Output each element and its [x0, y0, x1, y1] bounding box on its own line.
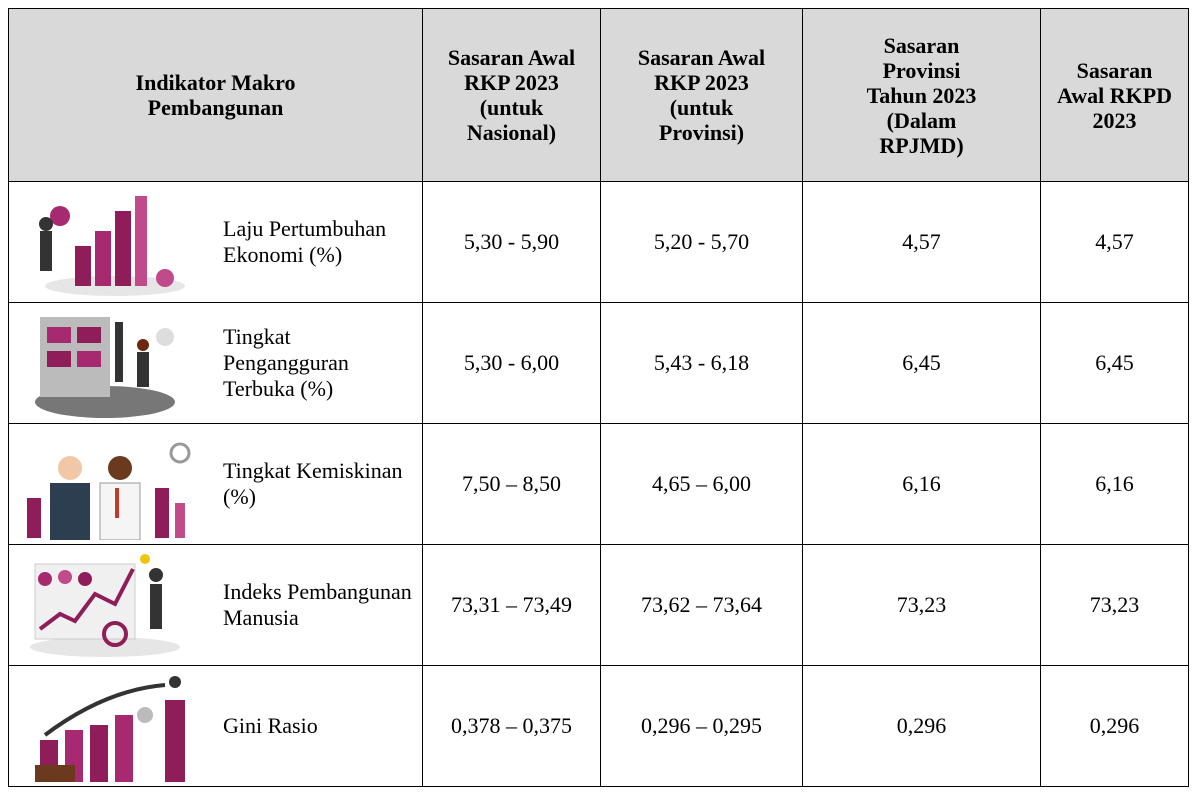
cell: 6,45	[803, 303, 1041, 424]
cell: 73,23	[1041, 545, 1189, 666]
row: Tingkat Kemiskinan (%) 7,50 – 8,50 4,65 …	[9, 424, 1189, 545]
cell: 0,296 – 0,295	[601, 666, 803, 787]
header-row: Indikator Makro Pembangunan Sasaran Awal…	[9, 9, 1189, 182]
cell: 73,62 – 73,64	[601, 545, 803, 666]
header-text: Sasaran Provinsi Tahun 2023 (Dalam RPJMD…	[857, 33, 987, 158]
illustration	[15, 549, 215, 661]
cell-text: 7,50 – 8,50	[462, 471, 561, 496]
row: Tingkat Pengangguran Terbuka (%) 5,30 - …	[9, 303, 1189, 424]
cell-text: 5,43 - 6,18	[654, 350, 749, 375]
header-cell: Indikator Makro Pembangunan	[9, 9, 423, 182]
cell: 5,30 - 6,00	[423, 303, 601, 424]
cell-text: 4,57	[1095, 229, 1134, 254]
cell: 6,16	[803, 424, 1041, 545]
cell-text: 0,378 – 0,375	[451, 713, 572, 738]
cell-text: 73,31 – 73,49	[451, 592, 572, 617]
indicator-name: Laju Pertumbuhan Ekonomi (%)	[223, 216, 413, 268]
indicator-name: Tingkat Kemiskinan (%)	[223, 458, 413, 510]
illustration	[15, 186, 215, 298]
header-cell: Sasaran Awal RKPD 2023	[1041, 9, 1189, 182]
indicator-table: Indikator Makro Pembangunan Sasaran Awal…	[8, 8, 1189, 787]
cell-text: 0,296 – 0,295	[641, 713, 762, 738]
cell-text: 5,30 - 5,90	[464, 229, 559, 254]
cell: 5,20 - 5,70	[601, 182, 803, 303]
cell: 4,57	[1041, 182, 1189, 303]
cell-text: 73,62 – 73,64	[641, 592, 762, 617]
illustration	[15, 670, 215, 782]
cell: 6,16	[1041, 424, 1189, 545]
cell-text: 73,23	[897, 592, 947, 617]
cell: 0,378 – 0,375	[423, 666, 601, 787]
cell-text: 6,45	[1095, 350, 1134, 375]
cell-text: 0,296	[1090, 713, 1140, 738]
indicator-cell: Gini Rasio	[9, 666, 423, 787]
cell: 5,43 - 6,18	[601, 303, 803, 424]
cell-text: 4,65 – 6,00	[652, 471, 751, 496]
indicator-name: Indeks Pembangunan Manusia	[223, 579, 413, 631]
cell-text: 6,16	[902, 471, 941, 496]
cell: 0,296	[803, 666, 1041, 787]
header-text: Sasaran Awal RKPD 2023	[1055, 58, 1175, 133]
page: Indikator Makro Pembangunan {"table": { …	[0, 0, 1192, 799]
cell: 6,45	[1041, 303, 1189, 424]
row: Laju Pertumbuhan Ekonomi (%) 5,30 - 5,90…	[9, 182, 1189, 303]
cell-text: 4,57	[902, 229, 941, 254]
header-cell: Sasaran Awal RKP 2023 (untuk Provinsi)	[601, 9, 803, 182]
indicator-name: Gini Rasio	[223, 713, 413, 739]
indicator-cell: Tingkat Pengangguran Terbuka (%)	[9, 303, 423, 424]
cell-text: 6,45	[902, 350, 941, 375]
header-text: Indikator Makro Pembangunan	[106, 70, 326, 120]
indicator-cell: Indeks Pembangunan Manusia	[9, 545, 423, 666]
illustration	[15, 307, 215, 419]
header-text: Sasaran Awal RKP 2023 (untuk Provinsi)	[632, 45, 772, 145]
row: Indeks Pembangunan Manusia 73,31 – 73,49…	[9, 545, 1189, 666]
cell-text: 5,30 - 6,00	[464, 350, 559, 375]
cell: 73,31 – 73,49	[423, 545, 601, 666]
cell-text: 73,23	[1090, 592, 1140, 617]
cell: 0,296	[1041, 666, 1189, 787]
cell-text: 5,20 - 5,70	[654, 229, 749, 254]
indicator-cell: Tingkat Kemiskinan (%)	[9, 424, 423, 545]
body: Indikator Makro Pembangunan Sasaran Awal…	[0, 0, 1192, 799]
cell-text: 0,296	[897, 713, 947, 738]
illustration	[15, 428, 215, 540]
row: Gini Rasio 0,378 – 0,375 0,296 – 0,295 0…	[9, 666, 1189, 787]
header-cell: Sasaran Awal RKP 2023 (untuk Nasional)	[423, 9, 601, 182]
cell: 5,30 - 5,90	[423, 182, 601, 303]
cell: 4,57	[803, 182, 1041, 303]
header-text: Sasaran Awal RKP 2023 (untuk Nasional)	[437, 45, 587, 145]
indicator-name: Tingkat Pengangguran Terbuka (%)	[223, 324, 413, 402]
cell-text: 6,16	[1095, 471, 1134, 496]
indicator-cell: Laju Pertumbuhan Ekonomi (%)	[9, 182, 423, 303]
header-cell: Sasaran Provinsi Tahun 2023 (Dalam RPJMD…	[803, 9, 1041, 182]
cell: 4,65 – 6,00	[601, 424, 803, 545]
cell: 73,23	[803, 545, 1041, 666]
cell: 7,50 – 8,50	[423, 424, 601, 545]
